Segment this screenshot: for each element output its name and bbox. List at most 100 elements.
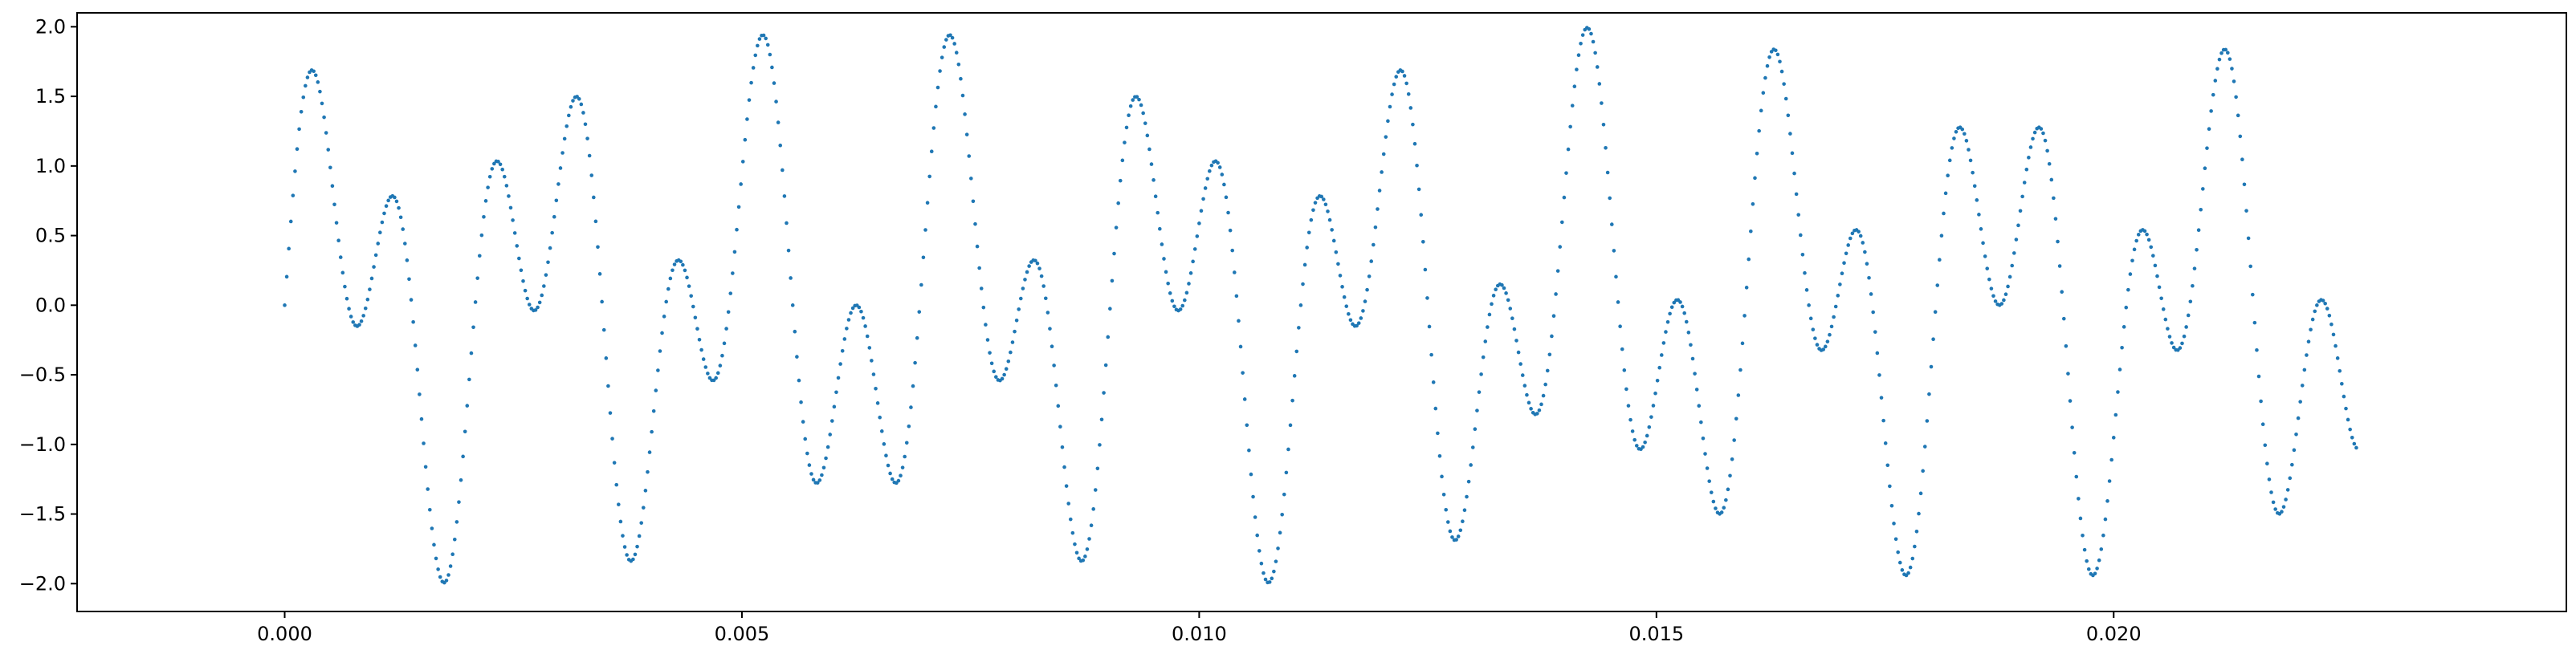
data-point [697,337,702,342]
data-point [1786,113,1791,118]
data-point [1411,122,1415,127]
data-point [434,556,438,561]
data-point [2192,266,2197,270]
data-point [2027,156,2031,160]
data-point [1977,213,1981,217]
data-point [1006,359,1011,364]
data-point [359,319,364,323]
data-point [1118,178,1123,183]
data-point [1083,555,1087,559]
data-point [1392,82,1396,87]
data-point [954,51,959,55]
data-point [1066,502,1070,506]
data-point [1242,397,1247,401]
data-point [2344,406,2348,411]
data-point [1251,494,1255,499]
data-point [415,368,420,372]
data-point [646,469,650,474]
x-tick-label: 0.010 [1172,623,1227,645]
data-point [1947,158,1952,163]
data-point [1840,271,1844,276]
data-point [1021,286,1025,290]
data-point [944,38,948,42]
data-point [890,477,895,481]
data-point [643,489,648,493]
data-point [660,331,664,335]
data-point [849,311,853,315]
data-point [1039,274,1044,278]
data-point [1342,295,1347,299]
data-point [1514,339,1518,343]
data-point [548,246,552,250]
data-point [2077,497,2081,501]
data-point [401,227,406,231]
data-point [631,557,635,562]
data-point [842,337,847,341]
data-point [1338,274,1343,278]
data-point [938,69,942,73]
data-point [1056,404,1061,408]
data-point [907,424,911,429]
data-point [1043,296,1048,301]
data-point [1259,561,1264,566]
data-point [1331,238,1336,243]
data-point [1372,242,1376,247]
data-point [1216,160,1220,165]
data-point [297,127,301,132]
data-point [1593,51,1597,55]
data-point [1199,209,1204,213]
data-point [1116,201,1120,205]
data-point [2263,443,2268,448]
data-point [1529,407,1533,411]
data-point [1628,417,1632,422]
data-point [2207,127,2211,132]
data-point [2236,113,2240,118]
data-point [2338,368,2342,373]
data-point [2136,233,2141,237]
data-point [1224,195,1229,200]
data-point [2226,51,2230,55]
data-point [828,433,833,437]
data-point [432,542,436,547]
data-point [1730,457,1734,461]
data-point [1808,316,1813,321]
data-point [1875,351,1880,355]
data-point [1645,433,1649,438]
data-point [1095,466,1100,471]
data-point [2205,146,2209,150]
data-point [1804,288,1809,292]
data-point [718,364,723,368]
data-point [1641,445,1645,449]
data-point [1575,67,1579,71]
data-point [504,184,509,188]
data-point [299,110,304,114]
data-point [1470,445,1475,449]
data-point [1933,310,1938,315]
data-point [2240,157,2244,161]
data-point [1147,147,1151,152]
data-point [1123,140,1127,144]
data-point [1444,507,1449,512]
data-point [1004,367,1009,371]
data-points [283,26,2358,585]
data-point [1425,296,1429,300]
data-point [1525,392,1529,397]
data-point [2273,507,2277,511]
data-point [1701,436,1706,441]
data-point [903,454,907,459]
data-point [824,456,828,461]
data-point [597,272,602,276]
data-point [368,287,372,291]
data-point [1415,163,1419,168]
data-point [537,300,542,305]
data-point [1058,425,1062,429]
data-point [935,85,940,90]
data-point [1560,220,1564,225]
data-point [544,273,548,277]
data-point [1794,192,1799,197]
data-point [959,76,963,81]
data-point [1518,362,1522,366]
data-point [1010,340,1015,344]
data-point [979,286,984,290]
data-point [923,228,927,232]
